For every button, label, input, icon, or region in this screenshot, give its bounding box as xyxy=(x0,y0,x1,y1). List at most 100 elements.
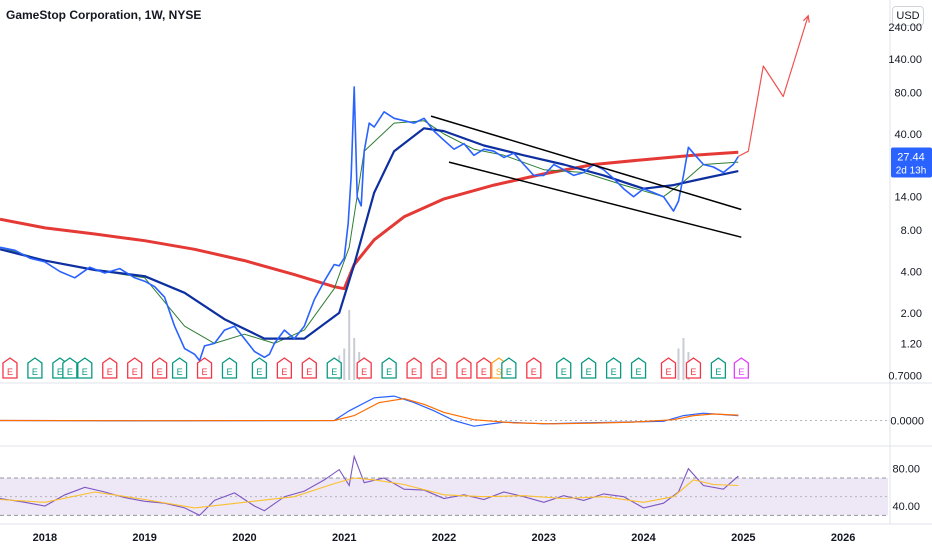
earnings-marker-label: E xyxy=(7,367,13,377)
earnings-marker-label: E xyxy=(506,367,512,377)
earnings-marker-shape xyxy=(733,357,749,379)
earnings-marker[interactable]: E xyxy=(127,357,143,379)
earnings-marker[interactable]: E xyxy=(733,357,749,379)
price-axis-tick: 14.00 xyxy=(894,192,922,204)
series-channel-lower xyxy=(448,161,742,238)
earnings-marker-label: S xyxy=(496,367,502,377)
earnings-marker-label: E xyxy=(436,367,442,377)
earnings-marker-label: E xyxy=(461,367,467,377)
series-rsi xyxy=(0,454,739,516)
earnings-marker-shape xyxy=(605,357,622,379)
earnings-marker-shape xyxy=(431,357,447,379)
earnings-marker-label: E xyxy=(411,367,417,377)
earnings-marker[interactable]: E xyxy=(406,357,422,379)
projection-arrowhead xyxy=(802,14,810,23)
earnings-marker[interactable]: E xyxy=(381,357,397,379)
earnings-marker[interactable]: E xyxy=(456,357,472,379)
earnings-marker-label: E xyxy=(531,367,537,377)
earnings-marker-label: E xyxy=(361,367,367,377)
time-axis-tick: 2024 xyxy=(631,532,656,544)
earnings-marker-label: E xyxy=(82,367,88,377)
earnings-marker[interactable]: E xyxy=(196,357,213,379)
earnings-marker[interactable]: E xyxy=(685,357,702,379)
earnings-marker-shape xyxy=(62,357,78,379)
earnings-marker-shape xyxy=(301,357,317,379)
earnings-marker-label: E xyxy=(715,367,721,377)
earnings-marker[interactable]: E xyxy=(501,357,517,379)
earnings-marker-shape xyxy=(660,357,677,379)
earnings-marker[interactable]: E xyxy=(301,357,317,379)
earnings-marker-shape xyxy=(127,357,143,379)
earnings-marker-label: E xyxy=(738,367,744,377)
rsi-band xyxy=(0,478,888,516)
earnings-marker-label: E xyxy=(586,367,592,377)
earnings-marker[interactable]: E xyxy=(276,357,293,379)
volume-bar xyxy=(353,338,356,380)
rsi-axis-tick: 80.00 xyxy=(892,464,920,476)
series-signal xyxy=(0,397,739,425)
earnings-marker-shape xyxy=(102,357,118,379)
time-axis-tick: 2023 xyxy=(532,532,556,544)
current-price-badge-bg xyxy=(891,147,932,178)
earnings-marker[interactable]: E xyxy=(62,357,78,379)
earnings-marker[interactable]: E xyxy=(476,357,492,379)
volume-bar xyxy=(348,310,351,380)
time-axis-tick: 2018 xyxy=(33,532,57,544)
price-axis-tick: 0.7000 xyxy=(888,371,922,383)
earnings-marker[interactable]: E xyxy=(251,357,268,379)
time-axis-tick: 2021 xyxy=(332,532,356,544)
earnings-marker-shape xyxy=(356,357,372,379)
current-price-value: 27.44 xyxy=(897,152,925,164)
earnings-marker-label: E xyxy=(665,367,671,377)
earnings-marker-shape xyxy=(151,357,168,379)
series-channel-upper xyxy=(430,115,742,211)
price-axis-tick: 8.00 xyxy=(901,225,922,237)
earnings-marker[interactable]: E xyxy=(27,357,43,379)
chart-title: GameStop Corporation, 1W, NYSE xyxy=(6,8,202,22)
earnings-marker[interactable]: E xyxy=(2,357,18,379)
earnings-marker-label: E xyxy=(481,367,487,377)
earnings-marker[interactable]: E xyxy=(77,357,93,379)
earnings-marker[interactable]: E xyxy=(556,357,572,379)
earnings-marker[interactable]: E xyxy=(526,357,542,379)
earnings-marker-shape xyxy=(581,357,597,379)
earnings-marker[interactable]: E xyxy=(710,357,727,379)
earnings-marker[interactable]: E xyxy=(221,357,238,379)
earnings-marker-label: E xyxy=(256,367,262,377)
volume-bar xyxy=(343,348,346,380)
series-ma-fast xyxy=(0,120,739,344)
rsi-axis-tick: 40.00 xyxy=(892,501,920,513)
price-axis-tick: 140.00 xyxy=(888,54,922,66)
earnings-marker-label: E xyxy=(331,367,337,377)
current-price-badge: 27.44 2d 13h xyxy=(891,147,932,178)
earnings-marker-shape xyxy=(221,357,238,379)
price-axis-tick: 240.00 xyxy=(888,22,922,34)
earnings-marker[interactable]: E xyxy=(605,357,622,379)
earnings-marker-shape xyxy=(381,357,397,379)
earnings-marker-label: E xyxy=(157,367,163,377)
bar-countdown: 2d 13h xyxy=(896,166,927,177)
earnings-marker[interactable]: E xyxy=(151,357,168,379)
earnings-marker-label: E xyxy=(690,367,696,377)
earnings-marker[interactable]: E xyxy=(171,357,188,379)
time-axis-tick: 2022 xyxy=(432,532,456,544)
earnings-marker[interactable]: E xyxy=(356,357,372,379)
earnings-marker-label: E xyxy=(281,367,287,377)
earnings-marker-shape xyxy=(27,357,43,379)
macd-axis-tick: 0.0000 xyxy=(890,416,924,428)
earnings-marker[interactable]: E xyxy=(102,357,118,379)
currency-button[interactable]: USD xyxy=(892,6,924,26)
earnings-marker[interactable]: E xyxy=(660,357,677,379)
time-axis-tick: 2026 xyxy=(831,532,855,544)
earnings-marker[interactable]: E xyxy=(326,357,342,379)
earnings-marker-label: E xyxy=(386,367,392,377)
earnings-marker[interactable]: E xyxy=(630,357,647,379)
earnings-marker[interactable]: E xyxy=(581,357,597,379)
earnings-marker-label: E xyxy=(561,367,567,377)
series-price xyxy=(0,86,739,362)
earnings-marker-shape xyxy=(501,357,517,379)
earnings-marker[interactable]: E xyxy=(431,357,447,379)
earnings-marker-shape xyxy=(456,357,472,379)
earnings-marker-label: E xyxy=(132,367,138,377)
